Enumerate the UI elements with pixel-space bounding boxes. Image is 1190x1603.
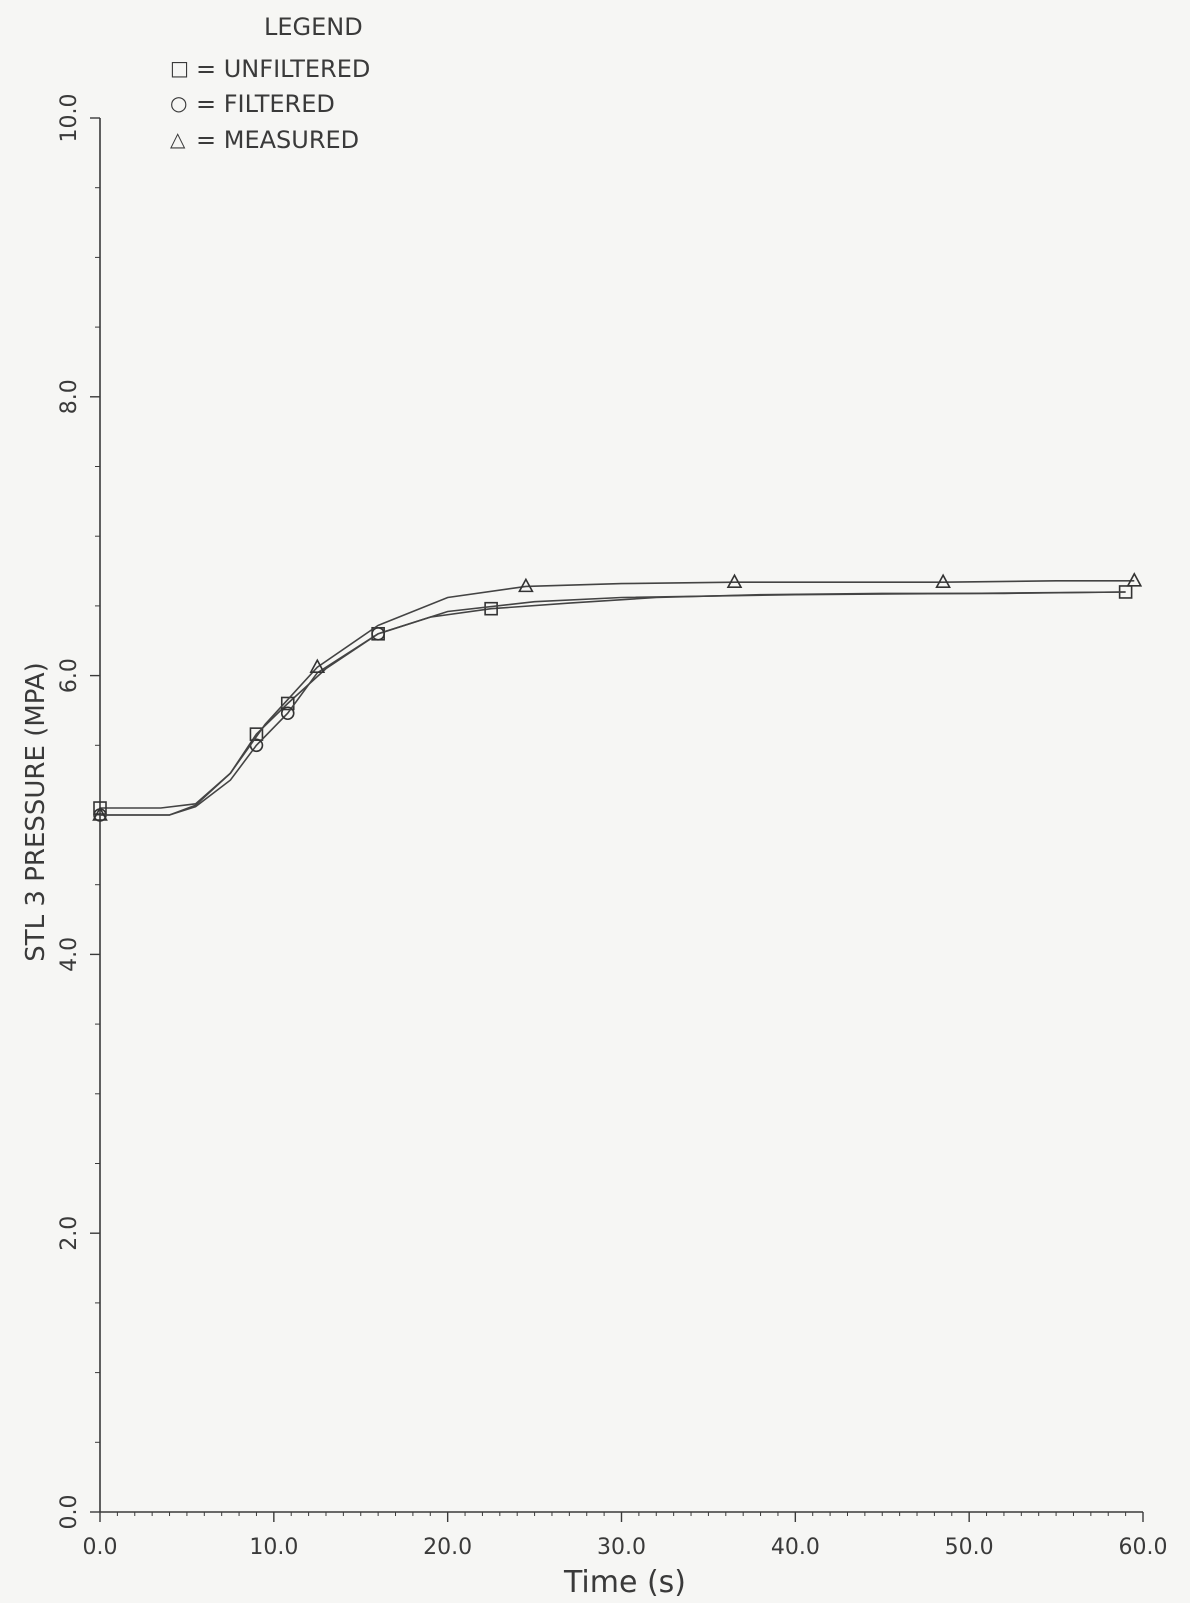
- legend-entry-filtered: ○ = FILTERED: [170, 90, 335, 118]
- legend: LEGEND □ = UNFILTERED ○ = FILTERED △ = M…: [170, 13, 370, 154]
- x-tick-label: 60.0: [1119, 1535, 1168, 1560]
- ticks: 0.0 2.0 4.0 6.0 8.0 10.0 0.0 10.0 20.0 30.0 40.0 50…: [57, 94, 1167, 1560]
- legend-symbol-circle-icon: ○: [170, 91, 187, 115]
- marker-triangle-measured: [92, 806, 108, 821]
- marker-square-unfiltered: [93, 801, 107, 815]
- marker-triangle-measured: [309, 658, 326, 674]
- marker-square-unfiltered: [249, 727, 264, 741]
- series-line-filtered: [100, 591, 1126, 816]
- series-filtered: [93, 591, 1126, 822]
- marker-triangle-measured: [1126, 572, 1143, 587]
- marker-square-unfiltered: [280, 696, 295, 711]
- x-tick-label: 50.0: [945, 1535, 994, 1560]
- marker-triangle-measured: [726, 573, 743, 589]
- axes: [99, 118, 1143, 1513]
- legend-label-unfiltered: = UNFILTERED: [196, 55, 370, 83]
- y-tick-label: 2.0: [57, 1216, 82, 1251]
- legend-symbol-square-icon: □: [170, 56, 189, 80]
- y-tick-label: 6.0: [57, 658, 82, 693]
- legend-label-measured: = MEASURED: [196, 126, 359, 154]
- marker-triangle-measured: [518, 577, 534, 593]
- legend-label-filtered: = FILTERED: [196, 90, 335, 118]
- x-tick-label: 20.0: [423, 1535, 472, 1560]
- y-axis-label: STL 3 PRESSURE (MPA): [21, 662, 51, 961]
- series-measured: [92, 572, 1143, 821]
- y-tick-label: 10.0: [57, 94, 82, 143]
- y-tick-label: 4.0: [57, 937, 82, 972]
- marker-triangle-measured: [935, 573, 951, 589]
- y-tick-label: 8.0: [57, 379, 82, 414]
- series-group: [92, 572, 1143, 822]
- marker-circle-filtered: [280, 706, 295, 721]
- x-tick-label: 30.0: [597, 1535, 646, 1560]
- legend-entry-measured: △ = MEASURED: [170, 126, 359, 154]
- y-tick-label: 0.0: [57, 1495, 82, 1530]
- marker-square-unfiltered: [484, 601, 498, 616]
- x-tick-label: 10.0: [249, 1535, 298, 1560]
- x-axis-label: Time (s): [563, 1565, 686, 1600]
- marker-circle-filtered: [371, 626, 385, 641]
- series-unfiltered: [93, 585, 1133, 815]
- series-line-unfiltered: [100, 591, 1126, 809]
- series-line-measured: [100, 579, 1135, 816]
- legend-entry-unfiltered: □ = UNFILTERED: [170, 55, 370, 83]
- x-tick-label: 40.0: [771, 1535, 820, 1560]
- x-tick-label: 0.0: [83, 1535, 118, 1560]
- legend-title: LEGEND: [264, 13, 363, 41]
- legend-symbol-triangle-icon: △: [170, 127, 186, 151]
